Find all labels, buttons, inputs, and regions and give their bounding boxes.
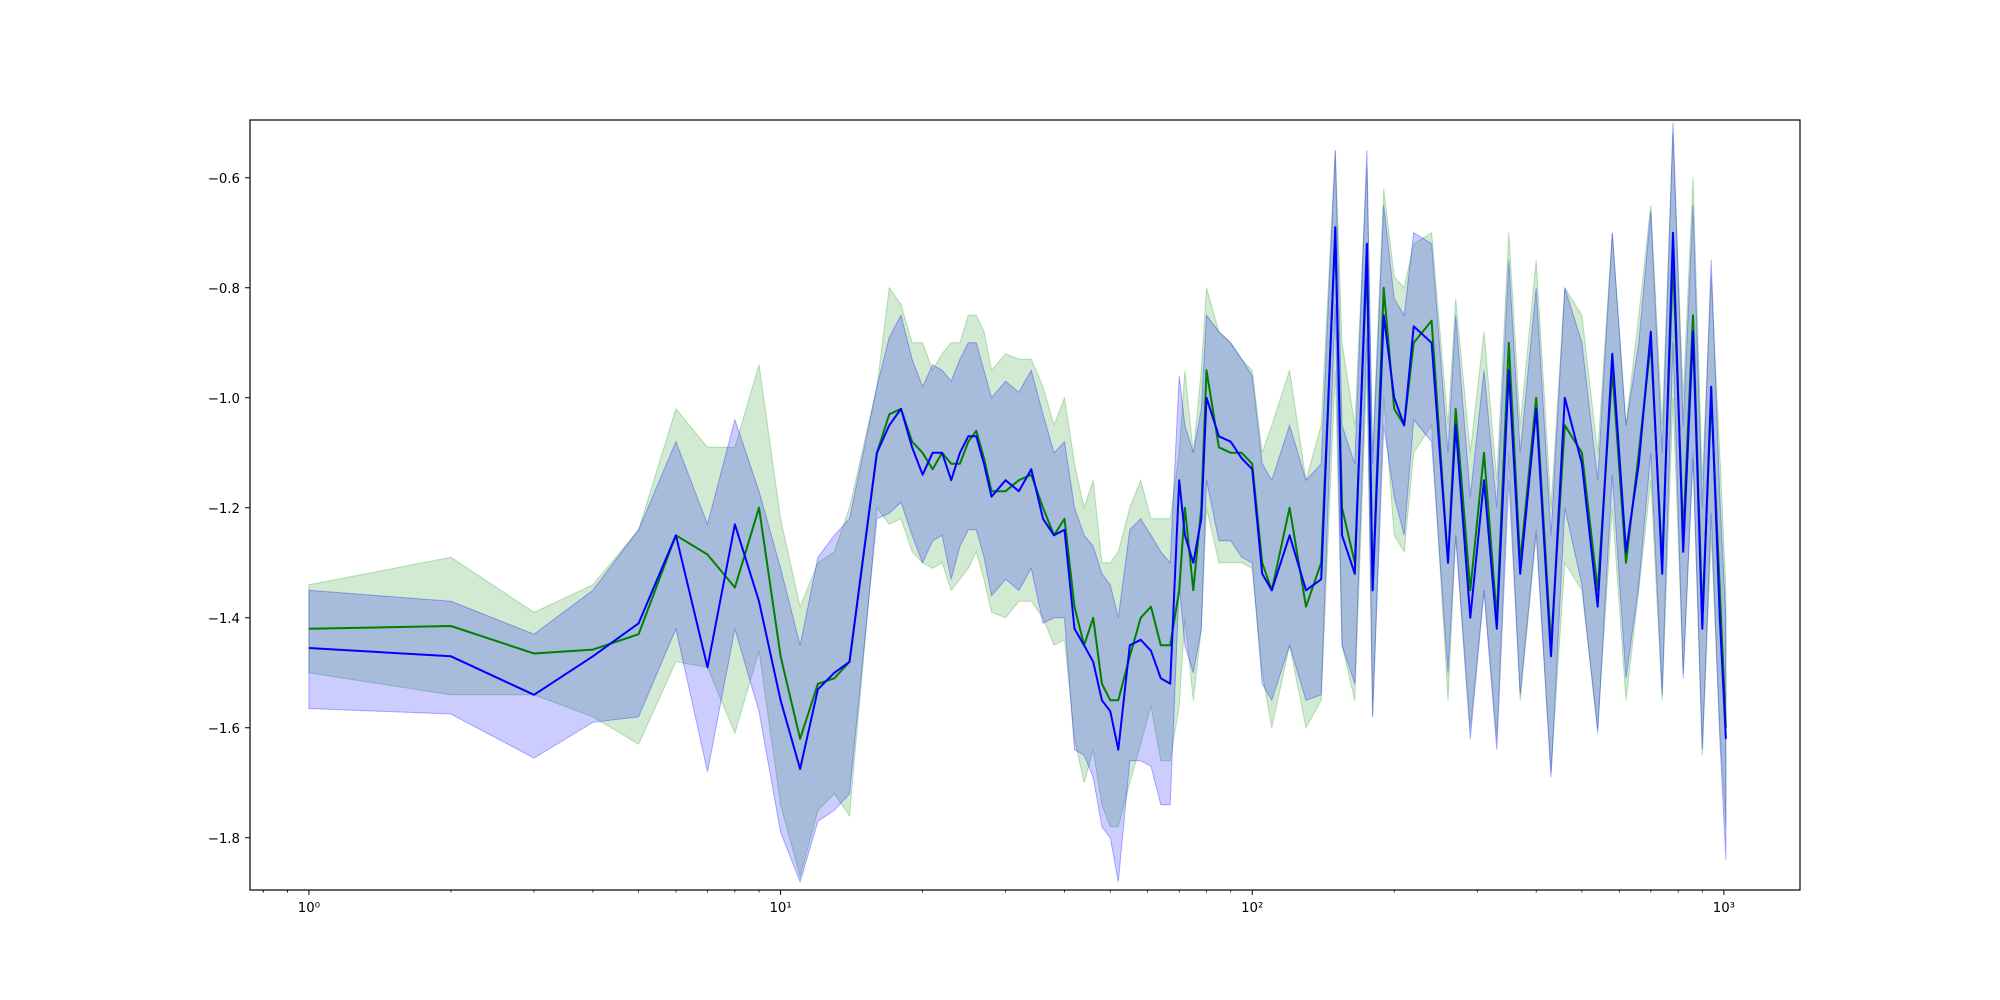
x-tick-label: 10¹ <box>769 901 791 916</box>
y-tick-label: −0.8 <box>208 282 240 297</box>
confidence-bands <box>308 122 1727 884</box>
x-axis: 10⁰ 10¹ 10² 10³ <box>262 890 1735 916</box>
y-tick-label: −1.2 <box>208 502 240 517</box>
plot-frame <box>249 119 1801 891</box>
y-tick-label: −1.6 <box>208 722 240 737</box>
y-tick-label: −1.0 <box>208 392 240 407</box>
y-tick-label: −0.6 <box>208 172 240 187</box>
x-tick-label: 10³ <box>1713 901 1735 916</box>
x-tick-label: 10⁰ <box>298 901 320 916</box>
y-axis: −1.8 −1.6 −1.4 −1.2 −1.0 −0.8 −0.6 <box>208 172 250 847</box>
y-tick-label: −1.8 <box>208 832 240 847</box>
x-tick-label: 10² <box>1241 901 1263 916</box>
series-2-line <box>308 226 1727 770</box>
y-tick-label: −1.4 <box>208 612 240 627</box>
series-1-band <box>308 133 1727 879</box>
series-2-band <box>308 122 1727 884</box>
series-lines <box>308 226 1727 770</box>
